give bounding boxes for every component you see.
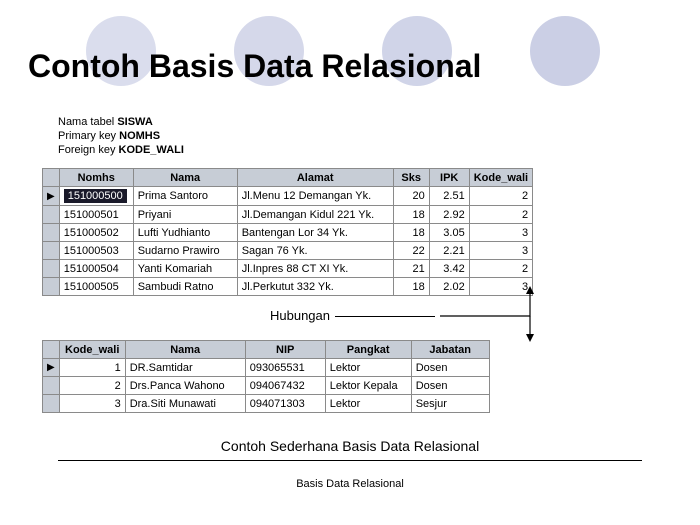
decor-circle (530, 16, 600, 86)
table-cell: 2.21 (429, 242, 469, 260)
meta-label: Foreign key (58, 144, 119, 156)
table-cell: 3 (469, 242, 532, 260)
table-cell: 2 (469, 206, 532, 224)
table-cell: Jl.Menu 12 Demangan Yk. (237, 187, 393, 206)
table-cell: 3 (59, 395, 125, 413)
table-cell: Bantengan Lor 34 Yk. (237, 224, 393, 242)
table-row: ▶151000500Prima SantoroJl.Menu 12 Demang… (43, 187, 533, 206)
table-row: 151000501PriyaniJl.Demangan Kidul 221 Yk… (43, 206, 533, 224)
meta-bold: NOMHS (119, 130, 160, 142)
row-selector (43, 377, 60, 395)
selector-header (43, 341, 60, 359)
table-cell: 2 (59, 377, 125, 395)
table-cell: Lektor (325, 395, 411, 413)
table-cell: 2.92 (429, 206, 469, 224)
table-cell: Dra.Siti Munawati (125, 395, 245, 413)
table-cell: 3.05 (429, 224, 469, 242)
slide-footer: Basis Data Relasional (0, 478, 700, 490)
table-wali: Kode_waliNamaNIPPangkatJabatan▶1DR.Samti… (42, 340, 490, 413)
table-cell: 3 (469, 224, 532, 242)
table-cell: 18 (393, 224, 429, 242)
table-cell: 22 (393, 242, 429, 260)
table-cell: DR.Samtidar (125, 359, 245, 377)
table-cell: Priyani (133, 206, 237, 224)
table-cell: 094067432 (245, 377, 325, 395)
row-selector (43, 260, 60, 278)
table-cell: 151000502 (59, 224, 133, 242)
column-header: Pangkat (325, 341, 411, 359)
table-cell: Jl.Demangan Kidul 221 Yk. (237, 206, 393, 224)
selector-header (43, 169, 60, 187)
meta-label: Nama tabel (58, 116, 117, 128)
table-cell: 151000505 (59, 278, 133, 296)
table-cell: Sagan 76 Yk. (237, 242, 393, 260)
table-cell: 2 (469, 260, 532, 278)
table-cell: 094071303 (245, 395, 325, 413)
table-cell: Lektor (325, 359, 411, 377)
table-cell: Dosen (411, 359, 489, 377)
table-cell: 18 (393, 206, 429, 224)
table-cell: Dosen (411, 377, 489, 395)
column-header: Kode_wali (469, 169, 532, 187)
row-selector (43, 395, 60, 413)
row-selector (43, 224, 60, 242)
table-cell: 151000504 (59, 260, 133, 278)
row-selector (43, 278, 60, 296)
table-cell: 151000501 (59, 206, 133, 224)
column-header: Nama (125, 341, 245, 359)
table-cell: Prima Santoro (133, 187, 237, 206)
table-cell: 1 (59, 359, 125, 377)
divider (58, 460, 642, 461)
table-cell: 21 (393, 260, 429, 278)
meta-bold: SISWA (117, 116, 152, 128)
relation-arrow (440, 284, 550, 344)
row-selector: ▶ (43, 187, 60, 206)
relation-label: Hubungan (270, 308, 330, 323)
column-header: Jabatan (411, 341, 489, 359)
slide-caption: Contoh Sederhana Basis Data Relasional (0, 438, 700, 454)
table-row: 151000504Yanti KomariahJl.Inpres 88 CT X… (43, 260, 533, 278)
table-cell: Jl.Inpres 88 CT XI Yk. (237, 260, 393, 278)
table-row: ▶1DR.Samtidar093065531LektorDosen (43, 359, 490, 377)
table-row: 151000503Sudarno PrawiroSagan 76 Yk.222.… (43, 242, 533, 260)
table-meta: Nama tabel SISWA Primary key NOMHS Forei… (58, 116, 184, 157)
meta-label: Primary key (58, 130, 119, 142)
row-selector (43, 206, 60, 224)
row-selector (43, 242, 60, 260)
column-header: Nomhs (59, 169, 133, 187)
meta-bold: KODE_WALI (119, 144, 184, 156)
column-header: Alamat (237, 169, 393, 187)
table-cell: Sudarno Prawiro (133, 242, 237, 260)
table-cell: 3.42 (429, 260, 469, 278)
table-row: 151000502Lufti YudhiantoBantengan Lor 34… (43, 224, 533, 242)
table-cell: 093065531 (245, 359, 325, 377)
slide-title: Contoh Basis Data Relasional (28, 48, 481, 85)
column-header: Nama (133, 169, 237, 187)
row-selector: ▶ (43, 359, 60, 377)
table-row: 2Drs.Panca Wahono094067432Lektor KepalaD… (43, 377, 490, 395)
table-cell: Yanti Komariah (133, 260, 237, 278)
table-cell: 151000500 (59, 187, 133, 206)
table-cell: Jl.Perkutut 332 Yk. (237, 278, 393, 296)
table-cell: Sambudi Ratno (133, 278, 237, 296)
table-cell: 18 (393, 278, 429, 296)
table-cell: Lufti Yudhianto (133, 224, 237, 242)
relation-line (335, 316, 435, 317)
table-siswa: NomhsNamaAlamatSksIPKKode_wali▶151000500… (42, 168, 533, 296)
table-cell: Sesjur (411, 395, 489, 413)
column-header: Sks (393, 169, 429, 187)
table-cell: 2.51 (429, 187, 469, 206)
table-cell: Drs.Panca Wahono (125, 377, 245, 395)
table-cell: 2 (469, 187, 532, 206)
column-header: IPK (429, 169, 469, 187)
table-cell: 151000503 (59, 242, 133, 260)
column-header: Kode_wali (59, 341, 125, 359)
column-header: NIP (245, 341, 325, 359)
table-row: 3Dra.Siti Munawati094071303LektorSesjur (43, 395, 490, 413)
table-cell: 20 (393, 187, 429, 206)
table-cell: Lektor Kepala (325, 377, 411, 395)
